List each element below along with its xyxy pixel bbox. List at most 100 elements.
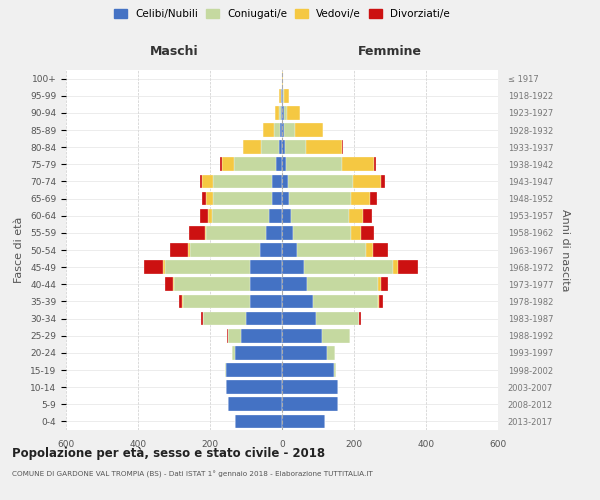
Bar — [289, 174, 353, 188]
Bar — [313, 294, 378, 308]
Bar — [275, 106, 279, 120]
Bar — [279, 140, 282, 154]
Bar — [212, 209, 269, 222]
Bar — [304, 260, 392, 274]
Bar — [274, 123, 280, 137]
Text: COMUNE DI GARDONE VAL TROMPIA (BS) - Dati ISTAT 1° gennaio 2018 - Elaborazione T: COMUNE DI GARDONE VAL TROMPIA (BS) - Dat… — [12, 471, 373, 478]
Bar — [228, 329, 241, 342]
Bar — [235, 346, 282, 360]
Bar — [170, 243, 188, 257]
Bar — [282, 106, 284, 120]
Bar — [250, 278, 282, 291]
Bar — [282, 398, 338, 411]
Bar — [307, 140, 343, 154]
Bar — [284, 89, 289, 102]
Bar — [165, 260, 250, 274]
Bar — [281, 89, 282, 102]
Bar — [282, 192, 289, 205]
Bar — [316, 312, 359, 326]
Bar — [295, 123, 323, 137]
Bar — [205, 226, 206, 239]
Bar — [234, 158, 275, 171]
Bar — [182, 294, 183, 308]
Bar — [361, 226, 374, 239]
Bar — [382, 174, 385, 188]
Bar — [293, 226, 351, 239]
Bar — [286, 158, 342, 171]
Bar — [334, 363, 335, 377]
Bar — [145, 260, 163, 274]
Bar — [190, 226, 205, 239]
Bar — [374, 158, 376, 171]
Bar — [297, 243, 366, 257]
Bar — [173, 278, 174, 291]
Bar — [283, 89, 284, 102]
Bar — [282, 140, 285, 154]
Bar — [353, 174, 382, 188]
Text: Maschi: Maschi — [149, 45, 199, 58]
Bar — [379, 278, 381, 291]
Bar — [166, 278, 173, 291]
Bar — [179, 294, 182, 308]
Bar — [263, 123, 274, 137]
Bar — [226, 363, 282, 377]
Bar — [202, 192, 206, 205]
Bar — [212, 174, 272, 188]
Bar — [208, 209, 212, 222]
Bar — [373, 243, 388, 257]
Bar — [285, 140, 307, 154]
Bar — [282, 123, 284, 137]
Bar — [203, 312, 246, 326]
Bar — [183, 294, 250, 308]
Bar — [188, 243, 190, 257]
Bar — [392, 260, 398, 274]
Bar — [381, 278, 388, 291]
Bar — [279, 106, 281, 120]
Bar — [342, 158, 374, 171]
Bar — [282, 414, 325, 428]
Y-axis label: Fasce di età: Fasce di età — [14, 217, 25, 283]
Bar — [291, 209, 349, 222]
Bar — [227, 329, 228, 342]
Bar — [379, 294, 383, 308]
Bar — [307, 278, 379, 291]
Bar — [351, 226, 361, 239]
Y-axis label: Anni di nascita: Anni di nascita — [560, 209, 570, 291]
Bar — [284, 106, 287, 120]
Bar — [243, 140, 261, 154]
Bar — [235, 414, 282, 428]
Bar — [282, 243, 297, 257]
Bar — [261, 140, 279, 154]
Bar — [250, 294, 282, 308]
Bar — [282, 174, 289, 188]
Bar — [190, 243, 260, 257]
Bar — [378, 294, 379, 308]
Bar — [220, 158, 221, 171]
Bar — [260, 243, 282, 257]
Bar — [287, 106, 301, 120]
Bar — [282, 278, 307, 291]
Bar — [202, 174, 212, 188]
Bar — [266, 226, 282, 239]
Bar — [281, 106, 282, 120]
Bar — [370, 192, 377, 205]
Bar — [282, 363, 334, 377]
Bar — [206, 226, 266, 239]
Bar — [228, 398, 282, 411]
Bar — [284, 123, 295, 137]
Text: Popolazione per età, sesso e stato civile - 2018: Popolazione per età, sesso e stato civil… — [12, 448, 325, 460]
Legend: Celibi/Nubili, Coniugati/e, Vedovi/e, Divorziati/e: Celibi/Nubili, Coniugati/e, Vedovi/e, Di… — [110, 5, 454, 24]
Bar — [282, 346, 327, 360]
Bar — [398, 260, 418, 274]
Bar — [289, 192, 351, 205]
Bar — [349, 209, 363, 222]
Bar — [206, 192, 212, 205]
Bar — [232, 346, 235, 360]
Bar — [280, 123, 282, 137]
Bar — [241, 329, 282, 342]
Bar — [327, 346, 335, 360]
Bar — [269, 209, 282, 222]
Bar — [282, 260, 304, 274]
Bar — [282, 312, 316, 326]
Bar — [163, 260, 165, 274]
